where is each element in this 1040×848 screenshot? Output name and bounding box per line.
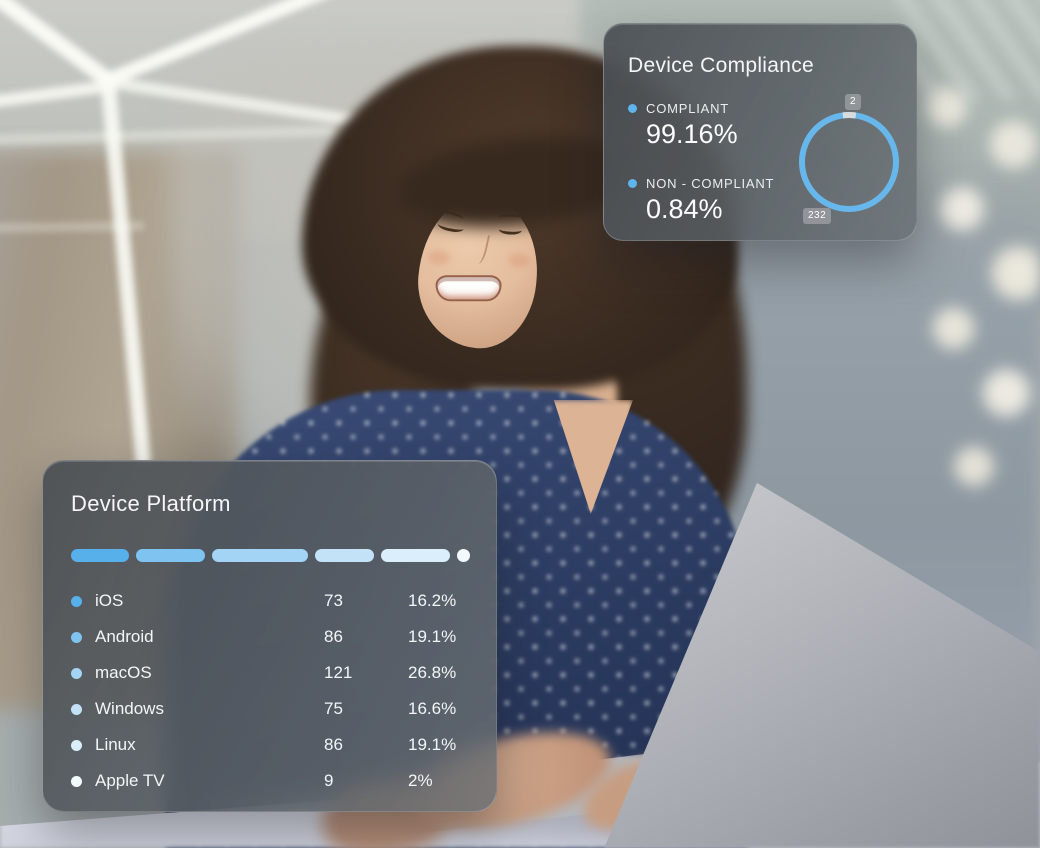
platform-bullet-icon xyxy=(71,631,82,643)
platform-label: Apple TV xyxy=(95,771,165,790)
legend-label: NON - COMPLIANT xyxy=(646,175,775,191)
platform-count: 86 xyxy=(324,627,343,646)
compliance-legend: COMPLIANT 99.16% NON - COMPLIANT 0.84% xyxy=(628,101,774,251)
legend-item: COMPLIANT 99.16% xyxy=(628,101,774,152)
platform-stacked-bar xyxy=(71,549,470,562)
bar-segment-linux xyxy=(381,549,450,562)
legend-value: 99.16% xyxy=(646,119,738,149)
platform-count: 9 xyxy=(324,771,334,790)
platform-percent: 19.1% xyxy=(408,735,457,754)
platform-row-ios: iOS 73 16.2% xyxy=(71,583,470,619)
platform-row-label-cell: Apple TV xyxy=(71,771,324,791)
platform-label: Android xyxy=(95,627,154,646)
donut-compliant-arc xyxy=(799,112,899,212)
platform-row-windows: Windows 75 16.6% xyxy=(71,691,470,727)
platform-percent: 16.2% xyxy=(408,591,457,610)
platform-count: 121 xyxy=(324,663,353,682)
compliance-donut-chart xyxy=(792,105,906,219)
compliant-count-badge: 232 xyxy=(803,208,832,224)
platform-bullet-icon xyxy=(71,667,82,679)
platform-count: 75 xyxy=(324,699,343,718)
platform-row-label-cell: iOS xyxy=(71,591,324,611)
platform-row-apple-tv: Apple TV 9 2% xyxy=(71,763,470,799)
platform-bullet-icon xyxy=(71,739,82,751)
platform-row-label-cell: Windows xyxy=(71,699,324,719)
donut-noncompliant-arc xyxy=(799,112,899,212)
platform-label: Windows xyxy=(95,699,164,718)
bar-segment-macos xyxy=(211,549,308,562)
legend-bullet-icon xyxy=(628,104,637,113)
legend-value: 0.84% xyxy=(646,193,723,224)
platform-row-label-cell: macOS xyxy=(71,663,324,683)
platform-percent: 26.8% xyxy=(408,663,457,682)
platform-row-linux: Linux 86 19.1% xyxy=(71,727,470,763)
legend-item-head: NON - COMPLIANT xyxy=(628,176,774,191)
platform-count: 73 xyxy=(324,591,343,610)
bar-segment-apple-tv xyxy=(457,549,470,562)
platform-row-label-cell: Android xyxy=(71,627,324,647)
platform-count: 86 xyxy=(324,735,343,754)
platform-percent: 16.6% xyxy=(408,699,457,718)
window-bokeh-lights xyxy=(920,80,1040,540)
platform-card-title: Device Platform xyxy=(71,491,231,516)
platform-percent: 19.1% xyxy=(408,627,457,646)
platform-label: iOS xyxy=(95,591,124,610)
bar-segment-android xyxy=(136,549,205,562)
legend-item: NON - COMPLIANT 0.84% xyxy=(628,176,774,227)
platform-bullet-icon xyxy=(71,775,82,787)
bar-segment-windows xyxy=(314,549,375,562)
platform-percent: 2% xyxy=(408,771,433,790)
donut-svg xyxy=(799,112,899,212)
platform-row-label-cell: Linux xyxy=(71,735,324,755)
platform-rows: iOS 73 16.2% Android 86 19.1% macOS 121 26.8% Win… xyxy=(71,583,470,799)
device-platform-card: Device Platform iOS 73 16.2% Android 86 19.1%… xyxy=(42,460,497,812)
platform-row-android: Android 86 19.1% xyxy=(71,619,470,655)
platform-bullet-icon xyxy=(71,595,82,607)
legend-bullet-icon xyxy=(628,178,637,188)
platform-row-macos: macOS 121 26.8% xyxy=(71,655,470,691)
compliance-card-title: Device Compliance xyxy=(628,54,815,77)
device-compliance-card: Device Compliance COMPLIANT 99.16% NON - C… xyxy=(603,23,917,241)
smiling-mouth xyxy=(435,275,502,302)
cheek xyxy=(427,249,451,266)
bar-segment-ios xyxy=(71,549,130,562)
platform-label: Linux xyxy=(95,735,136,754)
platform-label: macOS xyxy=(95,663,152,682)
cheek xyxy=(507,252,531,269)
noncompliant-count-badge: 2 xyxy=(845,94,862,110)
legend-item-head: COMPLIANT xyxy=(628,101,774,116)
nose xyxy=(473,233,491,265)
legend-label: COMPLIANT xyxy=(646,101,730,116)
platform-bullet-icon xyxy=(71,703,82,715)
